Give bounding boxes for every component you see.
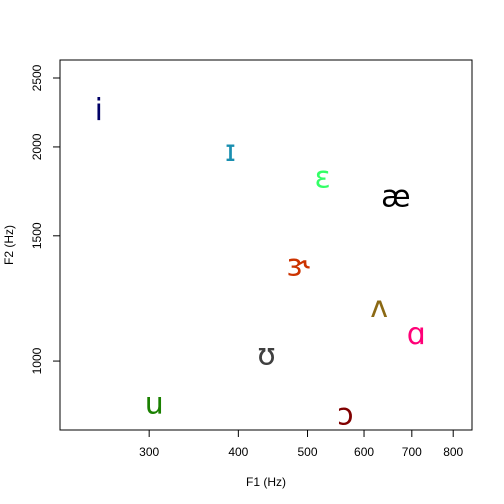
- x-tick-label: 700: [402, 445, 422, 459]
- vowel-point: æ: [381, 180, 410, 215]
- vowel-point: ʊ: [257, 337, 276, 372]
- x-axis: 300 400 500 600 700 800: [139, 429, 464, 459]
- vowel-point: ɑ: [407, 317, 426, 352]
- vowel-point: ɔ: [337, 397, 353, 432]
- y-tick-label: 2500: [30, 64, 44, 91]
- y-tick-label: 1500: [30, 222, 44, 249]
- vowel-point: ɪ: [225, 134, 236, 169]
- data-points: i ɪ ɛ æ ɝ ʌɑ ʊ u ɔ: [95, 93, 426, 432]
- y-axis-label: F2 (Hz): [2, 225, 16, 265]
- x-tick-label: 500: [298, 445, 318, 459]
- y-tick-label: 1000: [30, 347, 44, 374]
- vowel-point: u: [145, 387, 164, 422]
- x-tick-label: 600: [354, 445, 374, 459]
- vowel-point: ɛ: [315, 160, 331, 195]
- plot-box: [59, 59, 473, 431]
- x-tick-label: 400: [228, 445, 248, 459]
- vowel-point: ɝ: [286, 249, 310, 284]
- vowel-point: ʌ: [370, 290, 388, 325]
- y-axis: 1000 1500 2000 2500: [30, 64, 61, 374]
- x-tick-label: 800: [443, 445, 463, 459]
- x-tick-label: 300: [139, 445, 159, 459]
- vowel-point: i: [95, 93, 103, 128]
- y-tick-label: 2000: [30, 133, 44, 160]
- x-axis-label: F1 (Hz): [246, 475, 286, 489]
